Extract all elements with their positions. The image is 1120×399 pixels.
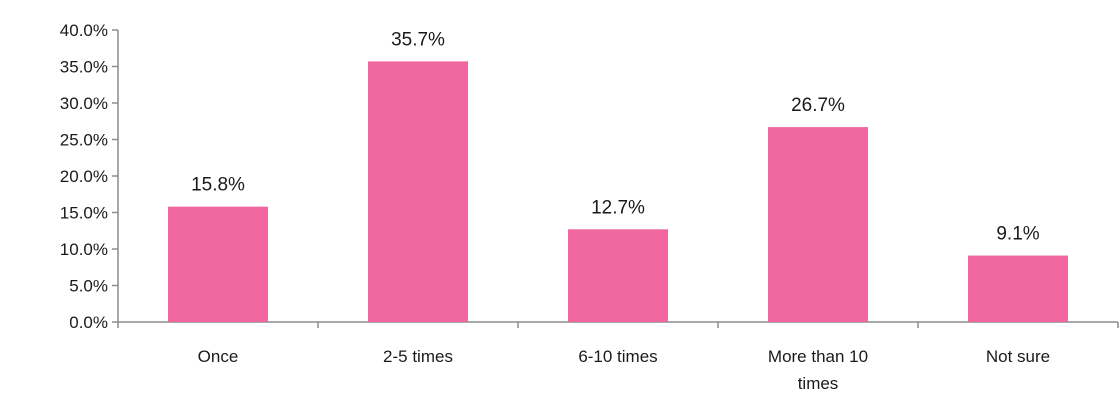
bar xyxy=(368,61,468,322)
bar-value-label: 26.7% xyxy=(791,95,845,116)
bar-value-label: 35.7% xyxy=(391,29,445,50)
bar xyxy=(768,127,868,322)
y-tick-label: 40.0% xyxy=(60,21,108,40)
y-tick-label: 25.0% xyxy=(60,131,108,150)
y-tick-label: 5.0% xyxy=(69,277,108,296)
x-category-label: 2-5 times xyxy=(383,347,453,366)
x-category-label: 6-10 times xyxy=(578,347,657,366)
y-tick-label: 20.0% xyxy=(60,167,108,186)
y-tick-label: 0.0% xyxy=(69,313,108,332)
x-category-label: More than 10 times xyxy=(768,347,868,393)
y-tick-label: 10.0% xyxy=(60,240,108,259)
data-labels: 15.8% 35.7% 12.7% 26.7% 9.1% xyxy=(191,29,1040,244)
y-tick-label: 35.0% xyxy=(60,58,108,77)
y-tick-label: 15.0% xyxy=(60,204,108,223)
bars xyxy=(168,61,1068,322)
bar xyxy=(968,255,1068,322)
bar xyxy=(568,229,668,322)
x-axis: Once 2-5 times 6-10 times More than 10 times… xyxy=(117,321,1119,393)
y-tick-label: 30.0% xyxy=(60,94,108,113)
bar-value-label: 9.1% xyxy=(996,224,1039,245)
bar-value-label: 15.8% xyxy=(191,175,245,196)
x-category-label: Not sure xyxy=(986,347,1050,366)
bar-value-label: 12.7% xyxy=(591,197,645,218)
y-axis: 0.0% 5.0% 10.0% 15.0% 20.0% 25.0% 30.0% 35.0% 40… xyxy=(60,21,119,332)
bar xyxy=(168,206,268,322)
x-category-label: Once xyxy=(198,347,239,366)
